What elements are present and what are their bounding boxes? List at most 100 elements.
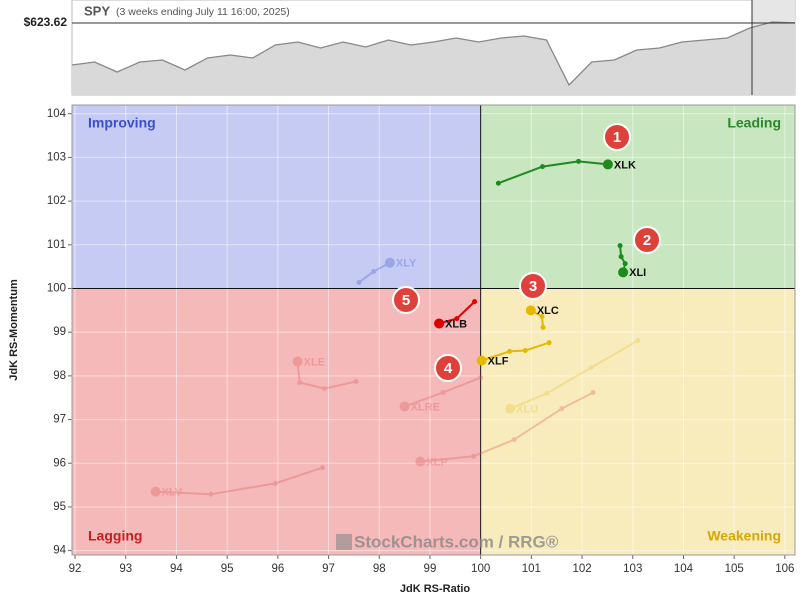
tail-point (588, 365, 594, 371)
x-tick-label: 104 (674, 563, 694, 575)
x-tick-label: 106 (775, 563, 794, 575)
head-point (505, 403, 516, 414)
quadrant-label: Leading (727, 115, 781, 131)
series-label: XLI (629, 267, 646, 279)
y-tick-label: 100 (47, 283, 66, 295)
tail-point (471, 453, 477, 459)
head-point (399, 401, 410, 412)
x-tick-label: 105 (725, 563, 744, 575)
tail-point (546, 340, 552, 346)
callout-circle (434, 354, 462, 382)
series-label: XLV (162, 487, 183, 499)
callout: 5 (392, 286, 420, 314)
quadrant (480, 288, 795, 555)
tail: XLE (292, 356, 359, 392)
head-point (525, 305, 536, 316)
series-label: XLB (445, 318, 467, 330)
tail-point (576, 158, 582, 164)
series-label: XLF (488, 355, 509, 367)
tail: XLB (434, 299, 478, 330)
symbol: SPY (84, 3, 110, 18)
tail-point (635, 337, 641, 343)
y-tick-label: 95 (53, 501, 66, 513)
x-tick-label: 103 (623, 563, 642, 575)
tail-point (617, 243, 623, 249)
tail-line (404, 376, 482, 408)
x-tick-label: 101 (522, 563, 541, 575)
callout-circle (633, 226, 661, 254)
quadrant-label: Weakening (707, 528, 781, 544)
tail-point (272, 480, 278, 486)
series-label: XLU (516, 404, 538, 416)
tail-line (155, 466, 323, 496)
tail-point (622, 261, 628, 267)
tail: XLU (505, 337, 641, 416)
head-point (415, 456, 426, 467)
tail-line (509, 339, 639, 410)
last-price-label: $623.62 (24, 15, 68, 29)
x-tick-label: 98 (373, 563, 386, 575)
series-label: XLRE (411, 401, 440, 413)
x-tick-label: 93 (119, 563, 132, 575)
callout: 4 (434, 354, 462, 382)
tail: XLP (415, 389, 596, 468)
tail: XLI (617, 243, 646, 279)
tail-point (495, 180, 501, 186)
callout-text: 4 (444, 360, 453, 377)
callout: 2 (633, 226, 661, 254)
tail: XLK (495, 158, 636, 186)
tail-point (472, 299, 478, 305)
quadrant (480, 105, 795, 289)
y-tick-label: 99 (53, 326, 66, 338)
tail-point (618, 254, 624, 260)
quadrant (72, 105, 481, 289)
x-tick-label: 102 (572, 563, 591, 575)
x-tick-label: 95 (221, 563, 234, 575)
callout-circle (519, 272, 547, 300)
tail-point (540, 164, 546, 170)
callout-text: 5 (402, 292, 410, 309)
price-area (72, 21, 795, 95)
quadrant-label: Lagging (88, 528, 142, 544)
plot-frame (71, 104, 796, 556)
head-point (434, 318, 445, 329)
series-label: XLK (614, 159, 636, 171)
x-tick-label: 94 (170, 563, 183, 575)
tail-point (478, 375, 484, 381)
y-tick-label: 97 (53, 414, 66, 426)
callout-circle (392, 286, 420, 314)
tail-point (522, 348, 528, 354)
x-tick-label: 97 (322, 563, 335, 575)
tail-point (297, 379, 303, 385)
series-label: XLC (537, 305, 559, 317)
tail-line (420, 391, 594, 463)
tail-line (296, 361, 357, 390)
tail-point (208, 491, 214, 497)
y-tick-label: 96 (53, 457, 66, 469)
y-tick-label: 98 (53, 370, 66, 382)
y-tick-label: 103 (47, 151, 66, 163)
head-point (150, 486, 161, 497)
series-label: XLE (304, 356, 325, 368)
callout-text: 3 (529, 278, 537, 295)
head-point (618, 267, 629, 278)
x-tick-label: 99 (424, 563, 437, 575)
callout: 1 (603, 123, 631, 151)
y-tick-label: 104 (47, 108, 67, 120)
y-axis-label: JdK RS-Momentum (8, 279, 20, 381)
tail-point (319, 465, 325, 471)
tail: XLY (356, 258, 417, 285)
tail-point (544, 390, 550, 396)
head-point (476, 355, 487, 366)
tail-point (440, 389, 446, 395)
series-label: XLY (396, 258, 417, 270)
watermark-icon (336, 534, 352, 550)
price-line (71, 21, 796, 87)
tail: XLF (476, 340, 552, 367)
tail-point (511, 437, 517, 443)
tail: XLC (525, 305, 559, 330)
x-tick-label: 96 (271, 563, 284, 575)
series-label: XLP (426, 456, 447, 468)
callout-circle (603, 123, 631, 151)
subtitle: (3 weeks ending July 11 16:00, 2025) (116, 6, 290, 18)
